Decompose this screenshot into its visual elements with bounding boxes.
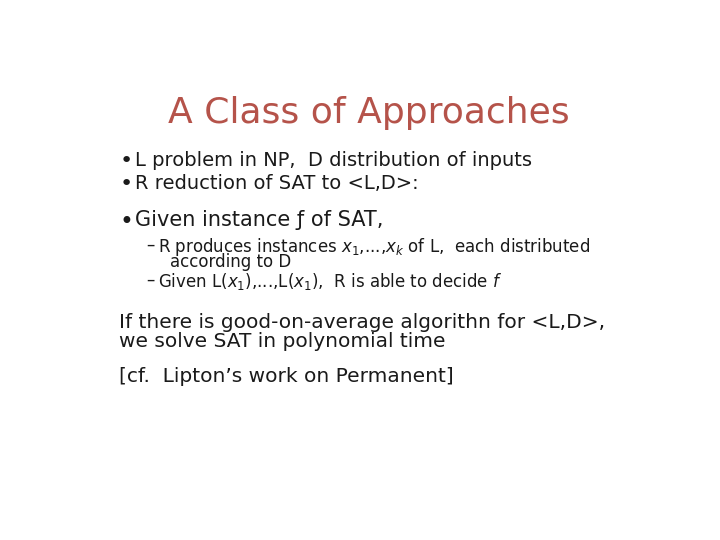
Text: L problem in NP,  D distribution of inputs: L problem in NP, D distribution of input… <box>135 151 532 170</box>
Text: •: • <box>120 174 132 194</box>
Text: [cf.  Lipton’s work on Permanent]: [cf. Lipton’s work on Permanent] <box>120 367 454 386</box>
Text: according to D: according to D <box>170 253 291 272</box>
Text: •: • <box>120 151 132 171</box>
Text: R reduction of SAT to <L,D>:: R reduction of SAT to <L,D>: <box>135 174 418 193</box>
Text: Given instance ƒ of SAT,: Given instance ƒ of SAT, <box>135 210 383 230</box>
Text: we solve SAT in polynomial time: we solve SAT in polynomial time <box>120 332 446 351</box>
Text: Given L($x_1$),...,L($x_1$),  R is able to decide $f$: Given L($x_1$),...,L($x_1$), R is able t… <box>158 271 503 292</box>
Text: If there is good-on-average algorithn for <L,D>,: If there is good-on-average algorithn fo… <box>120 313 606 332</box>
Text: –: – <box>145 236 154 254</box>
Text: –: – <box>145 271 154 289</box>
Text: •: • <box>120 210 133 234</box>
Text: R produces instances $x_1$,...,$x_k$ of L,  each distributed: R produces instances $x_1$,...,$x_k$ of … <box>158 236 590 258</box>
Text: A Class of Approaches: A Class of Approaches <box>168 96 570 130</box>
